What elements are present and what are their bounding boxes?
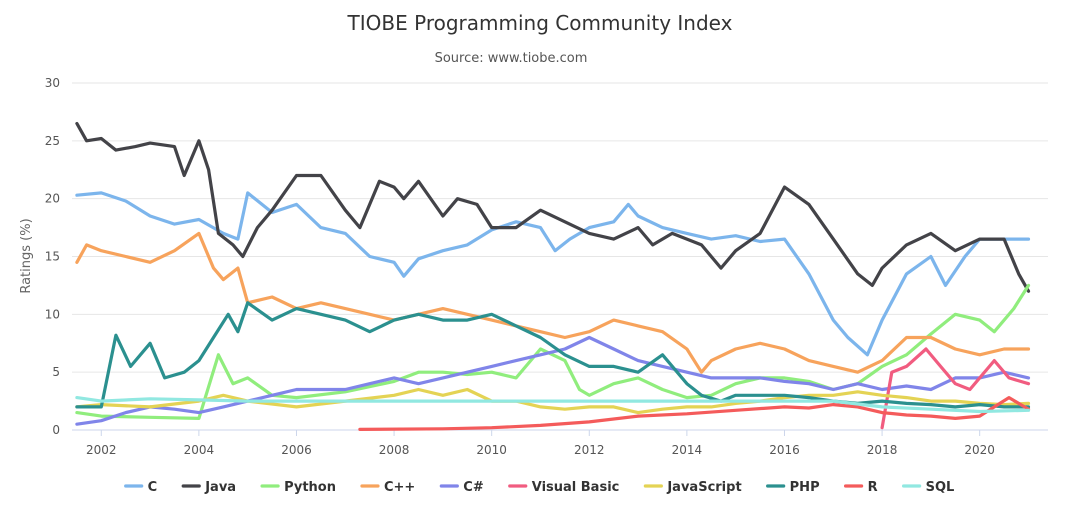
legend-label: Java	[204, 480, 236, 495]
legend-item-r[interactable]: R	[844, 480, 878, 495]
legend-label: Visual Basic	[532, 480, 620, 495]
legend-label: R	[868, 480, 878, 495]
legend-label: Python	[284, 480, 336, 495]
series-line-r[interactable]	[358, 396, 1031, 431]
x-tick-label: 2004	[184, 443, 215, 457]
x-tick-label: 2008	[379, 443, 410, 457]
series-line-c-[interactable]	[75, 231, 1031, 374]
y-tick-label: 0	[52, 423, 60, 437]
gridlines	[72, 82, 1048, 431]
legend[interactable]: C Java Python C++ C# Visual Basic JavaScript PH…	[124, 480, 955, 495]
legend-item-python[interactable]: Python	[260, 480, 336, 495]
series-line-c[interactable]	[75, 191, 1031, 357]
y-tick-label: 25	[45, 134, 60, 148]
x-tick-label: 2006	[281, 443, 312, 457]
legend-item-visual-basic[interactable]: Visual Basic	[508, 480, 620, 495]
legend-item-c-[interactable]: C#	[439, 480, 484, 495]
legend-label: JavaScript	[666, 480, 741, 495]
x-tick-label: 2014	[672, 443, 703, 457]
series-line-java[interactable]	[75, 121, 1031, 293]
legend-label: C++	[384, 480, 415, 495]
x-tick-label: 2012	[574, 443, 605, 457]
y-axis-label: Ratings (%)	[19, 218, 34, 293]
x-axis-ticks: 2002 2004 2006 2008 2010 2012 2014 2016 2018 2020	[86, 430, 995, 457]
x-tick-label: 2020	[964, 443, 995, 457]
x-tick-label: 2018	[867, 443, 898, 457]
x-tick-label: 2002	[86, 443, 117, 457]
legend-label: C#	[463, 480, 484, 495]
x-tick-label: 2010	[476, 443, 507, 457]
y-tick-label: 20	[45, 192, 60, 206]
y-tick-label: 15	[45, 250, 60, 264]
legend-item-php[interactable]: PHP	[766, 480, 820, 495]
legend-label: PHP	[790, 480, 820, 495]
y-tick-label: 30	[45, 76, 60, 90]
y-tick-label: 5	[52, 365, 60, 379]
legend-item-java[interactable]: Java	[181, 480, 236, 495]
legend-item-sql[interactable]: SQL	[902, 480, 955, 495]
legend-item-javascript[interactable]: JavaScript	[643, 480, 742, 495]
legend-label: SQL	[926, 480, 955, 495]
series-line-sql[interactable]	[75, 396, 1031, 414]
y-axis-ticks: 0 5 10 15 20 25 30	[45, 76, 60, 437]
y-tick-label: 10	[45, 307, 60, 321]
legend-item-c[interactable]: C	[124, 480, 158, 495]
legend-item-c-[interactable]: C++	[360, 480, 415, 495]
series-line-visual-basic[interactable]	[880, 347, 1031, 430]
series-line-c-[interactable]	[75, 335, 1031, 426]
series-line-python[interactable]	[75, 283, 1031, 420]
series-line-javascript[interactable]	[75, 387, 1031, 415]
chart-title: TIOBE Programming Community Index	[347, 11, 733, 35]
chart-subtitle: Source: www.tiobe.com	[435, 51, 588, 66]
x-tick-label: 2016	[769, 443, 800, 457]
series-lines	[75, 121, 1031, 431]
legend-label: C	[148, 480, 158, 495]
